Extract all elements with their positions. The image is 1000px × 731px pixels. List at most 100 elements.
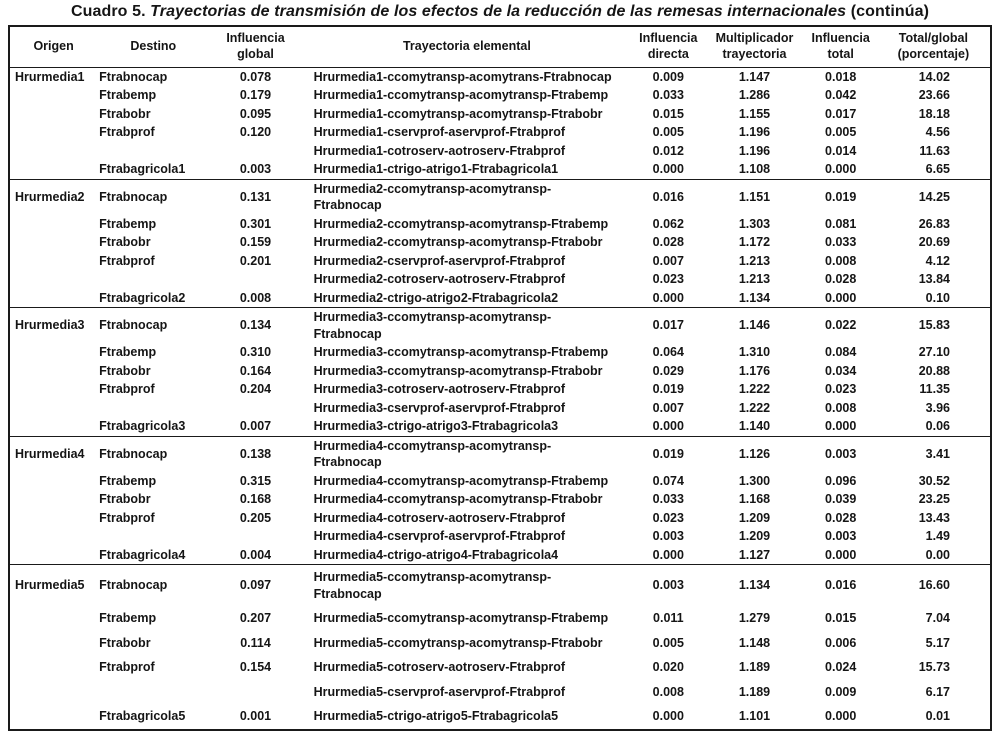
cell-multiplicador-trayectoria: 1.209 [738,529,771,543]
cell-origen [9,527,97,546]
cell-influencia-directa: 0.000 [652,709,684,723]
cell-influencia-directa: 0.000 [652,547,684,562]
table-row: Ftrabobr 0.095 Hrurmedia1-ccomytransp-acom… [9,105,991,124]
table-row: Ftrabemp 0.179 Hrurmedia1-ccomytransp-acom… [9,86,991,105]
cell-multiplicador-trayectoria: 1.189 [738,660,771,674]
cell-influencia-directa: 0.033 [652,88,684,102]
cell-influencia-global [209,270,301,289]
cell-origen [9,631,97,656]
cell-trayectoria-elemental: Hrurmedia1-cotroserv-aotroserv-Ftrabprof [313,143,566,158]
cell-multiplicador-trayectoria: 1.176 [738,363,771,378]
table-row: Ftrabagricola5 0.001 Hrurmedia5-ctrigo-atr… [9,704,991,730]
cell-influencia-directa: 0.017 [632,307,705,343]
cell-influencia-global: 0.179 [239,88,272,102]
cell-trayectoria-elemental: Hrurmedia4-ctrigo-atrigo4-Ftrabagricola4 [313,547,559,562]
cell-destino: Ftrabnocap [97,435,210,472]
table-row: Ftrabobr 0.164 Hrurmedia3-ccomytransp-acom… [9,362,991,381]
cell-multiplicador-trayectoria: 1.310 [738,345,771,359]
cell-origen [9,399,97,418]
cell-influencia-global: 0.168 [239,492,272,506]
cell-trayectoria-elemental: Hrurmedia5-ccomytransp-acomytransp- Ftra… [301,564,633,606]
cell-total-global-porcentaje: 3.41 [876,435,991,472]
cell-origen [9,606,97,631]
cell-influencia-global: 0.004 [239,547,272,562]
cell-multiplicador-trayectoria: 1.279 [738,611,771,625]
cell-influencia-global: 0.205 [239,510,272,525]
cell-influencia-directa: 0.000 [652,419,684,433]
cell-destino: Ftrabemp [99,216,157,231]
cell-total-global-porcentaje: 5.17 [925,635,950,650]
cell-origen: Hrurmedia1 [9,66,98,86]
cell-origen [9,233,97,252]
cell-total-global-porcentaje: 23.66 [918,88,950,102]
cell-influencia-global: 0.138 [209,435,302,472]
cell-destino: Ftrabobr [99,106,151,121]
cell-total-global-porcentaje: 6.65 [925,162,950,176]
column-header-influencia-global: Influencia global [209,26,302,68]
cell-trayectoria-elemental: Hrurmedia2-ccomytransp-acomytransp-Ftrab… [313,235,603,249]
cell-influencia-total: 0.015 [825,611,857,625]
cell-multiplicador-trayectoria: 1.140 [738,419,771,433]
cell-trayectoria-elemental: Hrurmedia1-ctrigo-atrigo1-Ftrabagricola1 [313,162,559,176]
cell-influencia-total: 0.033 [825,235,857,249]
cell-destino: Ftrabnocap [97,178,210,215]
header-row: Origen Destino Influencia global Trayect… [9,26,991,68]
cell-multiplicador-trayectoria: 1.146 [704,307,805,343]
cell-origen: Hrurmedia5 [9,564,98,606]
cell-influencia-total: 0.016 [804,564,877,606]
cell-influencia-directa: 0.005 [652,125,684,139]
cell-destino: Ftrabobr [99,235,151,249]
cell-multiplicador-trayectoria: 1.151 [704,178,805,215]
cell-total-global-porcentaje: 11.63 [919,143,950,158]
cell-influencia-total: 0.018 [804,66,877,86]
cell-destino: Ftrabagricola3 [99,419,186,433]
table-row: Ftrabprof 0.120 Hrurmedia1-cservprof-aserv… [9,123,991,142]
cell-influencia-total: 0.028 [825,510,857,525]
cell-trayectoria-elemental: Hrurmedia3-ctrigo-atrigo3-Ftrabagricola3 [313,419,559,433]
cell-multiplicador-trayectoria: 1.222 [738,382,771,396]
cell-influencia-total: 0.028 [825,272,857,286]
cell-influencia-total: 0.008 [825,400,857,415]
cell-total-global-porcentaje: 15.73 [918,660,950,674]
cell-multiplicador-trayectoria: 1.148 [738,635,771,650]
cell-trayectoria-elemental: Hrurmedia3-ccomytransp-acomytransp-Ftrab… [313,363,603,378]
cell-influencia-global: 0.310 [239,345,272,359]
cell-influencia-total: 0.009 [825,684,857,699]
cell-total-global-porcentaje: 30.52 [918,473,950,488]
cell-multiplicador-trayectoria: 1.108 [738,162,771,176]
cell-trayectoria-elemental: Hrurmedia2-cservprof-aservprof-Ftrabprof [313,253,566,268]
cell-total-global-porcentaje: 20.69 [918,235,950,249]
table-row: Ftrabprof 0.204 Hrurmedia3-cotroserv-aotro… [9,380,991,399]
cell-destino: Ftrabnocap [97,564,210,606]
cell-influencia-directa: 0.028 [652,235,684,249]
cell-multiplicador-trayectoria: 1.303 [738,216,771,231]
table-row: Hrurmedia1 Ftrabnocap 0.078 Hrurmedia1-ccom… [9,66,991,86]
table-row: Ftrabprof 0.205 Hrurmedia4-cotroserv-aotro… [9,509,991,528]
cell-origen [9,417,97,436]
table-title-continua: (continúa) [846,3,930,20]
cell-influencia-global: 0.001 [239,709,272,723]
cell-origen: Hrurmedia2 [9,178,98,215]
cell-origen [9,86,97,105]
cell-influencia-total: 0.034 [825,363,857,378]
cell-destino: Ftrabprof [99,660,155,674]
cell-destino: Ftrabprof [99,253,155,268]
cell-total-global-porcentaje: 6.17 [925,684,950,699]
cell-total-global-porcentaje: 14.02 [876,66,991,86]
cell-multiplicador-trayectoria: 1.134 [704,564,805,606]
cell-total-global-porcentaje: 15.83 [876,307,991,343]
cell-influencia-total: 0.000 [825,709,857,723]
cell-destino: Ftrabagricola5 [99,709,186,723]
cell-origen: Hrurmedia4 [9,435,98,472]
cell-influencia-global: 0.095 [239,106,272,121]
cell-trayectoria-elemental: Hrurmedia3-cservprof-aservprof-Ftrabprof [313,400,566,415]
cell-destino: Ftrabprof [99,125,155,139]
cell-influencia-total: 0.023 [825,382,857,396]
cell-destino: Ftrabemp [99,88,157,102]
cell-total-global-porcentaje: 4.12 [925,253,950,268]
column-header-origen: Origen [9,26,98,68]
cell-multiplicador-trayectoria: 1.134 [738,290,771,305]
cell-destino: Ftrabnocap [97,66,210,86]
cell-influencia-global [209,527,301,546]
table-row: Ftrabprof 0.201 Hrurmedia2-cservprof-aserv… [9,252,991,271]
